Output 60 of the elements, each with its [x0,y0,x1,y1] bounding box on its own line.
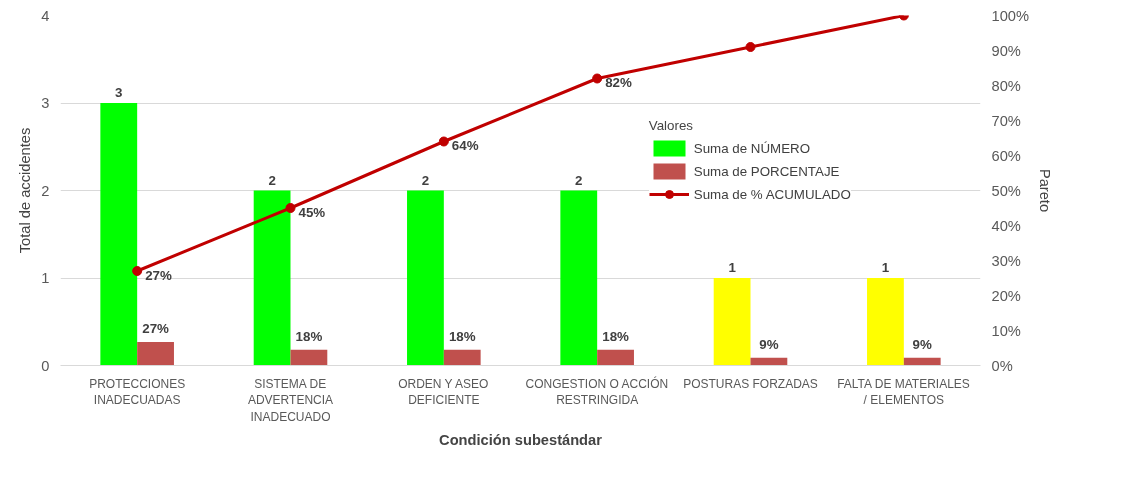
x-tick-label: FALTA DE MATERIALES / ELEMENTOS [837,376,970,408]
y2-tick-label: 40% [991,217,1021,234]
legend-label: Suma de NÚMERO [693,140,811,156]
data-label: 18% [295,328,323,344]
y-tick-label: 4 [41,7,50,24]
data-label: 27% [145,267,172,283]
y2-tick-label: 90% [991,42,1021,59]
legend-label: Suma de PORCENTAJE [693,163,840,179]
data-label: 18% [602,328,630,344]
data-label: 2 [575,172,583,188]
y2-tick-label: 70% [991,112,1021,129]
x-tick-label: SISTEMA DE ADVERTENCIA INADECUADO [247,376,334,425]
data-label: 3 [115,85,123,100]
y2-tick-label: 50% [991,182,1021,199]
y2-tick-label: 80% [991,77,1021,94]
x-tick-label: POSTURAS FORZADAS [683,376,818,391]
bar [407,190,444,366]
y-tick-label: 0 [41,357,50,374]
x-tick-label: PROTECCIONES INADECUADAS [89,376,186,408]
point [438,136,449,147]
bar [253,190,291,366]
y-tick-label: 3 [41,95,50,111]
y2-tick-label: 10% [991,322,1021,339]
y2-tick-label: 0% [991,357,1013,374]
data-label: 2 [268,172,276,188]
x-tick-label: CONGESTION O ACCIÓN RESTRINGIDA [525,375,669,408]
data-label: 2 [421,172,430,188]
x-axis-title: Condición subestándar [439,432,603,449]
legend-title: Valores [648,118,694,133]
bar [100,103,138,366]
data-label: 9% [912,336,933,352]
bar [560,190,598,366]
data-label: 27% [142,320,170,336]
bar [290,349,328,366]
point [745,42,756,52]
bar [137,341,174,366]
data-label: 1 [881,260,890,275]
data-label: 82% [605,75,632,90]
y2-axis-title: Pareto [1036,168,1053,213]
data-label: 18% [448,328,476,344]
point [132,266,143,276]
y-tick-label: 1 [41,270,50,286]
y-axis-title: Total de accidentes [17,127,34,254]
bar [597,349,634,366]
bar [867,278,904,366]
point [285,203,296,213]
data-label: 1 [728,260,737,275]
y2-tick-label: 100% [991,7,1029,24]
bar [443,349,481,366]
y2-tick-label: 20% [991,287,1021,304]
y2-tick-label: 30% [991,252,1021,269]
data-label: 64% [451,138,479,153]
y-tick-label: 2 [41,182,50,199]
bar [713,278,751,366]
y2-tick-label: 60% [991,147,1021,164]
data-label: 9% [759,336,779,352]
x-tick-label: ORDEN Y ASEO DEFICIENTE [398,376,489,408]
point [592,73,603,84]
legend-label: Suma de % ACUMULADO [693,186,851,202]
data-label: 45% [298,204,326,220]
